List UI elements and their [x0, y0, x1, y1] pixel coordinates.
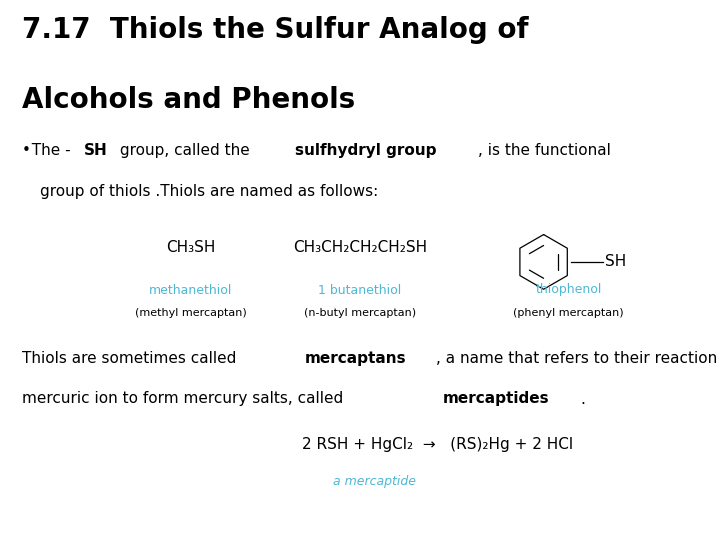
Text: The -: The -	[22, 143, 71, 158]
Text: 1 butanethiol: 1 butanethiol	[318, 284, 402, 296]
Text: mercaptides: mercaptides	[442, 392, 549, 407]
Text: mercuric ion to form mercury salts, called: mercuric ion to form mercury salts, call…	[22, 392, 348, 407]
Text: SH: SH	[605, 254, 626, 269]
Text: group of thiols .Thiols are named as follows:: group of thiols .Thiols are named as fol…	[40, 184, 378, 199]
Text: , a name that refers to their reaction with: , a name that refers to their reaction w…	[436, 351, 720, 366]
Text: sulfhydryl group: sulfhydryl group	[295, 143, 436, 158]
Text: thiophenol: thiophenol	[536, 284, 602, 296]
Text: (phenyl mercaptan): (phenyl mercaptan)	[513, 308, 624, 318]
Text: CH₃CH₂CH₂CH₂SH: CH₃CH₂CH₂CH₂SH	[293, 240, 427, 255]
Text: 2 RSH + HgCl₂  →   (RS)₂Hg + 2 HCl: 2 RSH + HgCl₂ → (RS)₂Hg + 2 HCl	[302, 437, 574, 453]
Text: 7.17  Thiols the Sulfur Analog of: 7.17 Thiols the Sulfur Analog of	[22, 16, 528, 44]
Text: CH₃SH: CH₃SH	[166, 240, 215, 255]
Text: (n-butyl mercaptan): (n-butyl mercaptan)	[304, 308, 416, 318]
Text: SH: SH	[84, 143, 108, 158]
Text: Alcohols and Phenols: Alcohols and Phenols	[22, 86, 355, 114]
Text: (methyl mercaptan): (methyl mercaptan)	[135, 308, 247, 318]
Text: a mercaptide: a mercaptide	[333, 475, 416, 488]
Text: Thiols are sometimes called: Thiols are sometimes called	[22, 351, 241, 366]
Text: .: .	[580, 392, 585, 407]
Text: mercaptans: mercaptans	[305, 351, 406, 366]
Text: group, called the: group, called the	[115, 143, 255, 158]
Text: , is the functional: , is the functional	[478, 143, 611, 158]
Text: •: •	[22, 143, 30, 158]
Text: methanethiol: methanethiol	[149, 284, 233, 296]
